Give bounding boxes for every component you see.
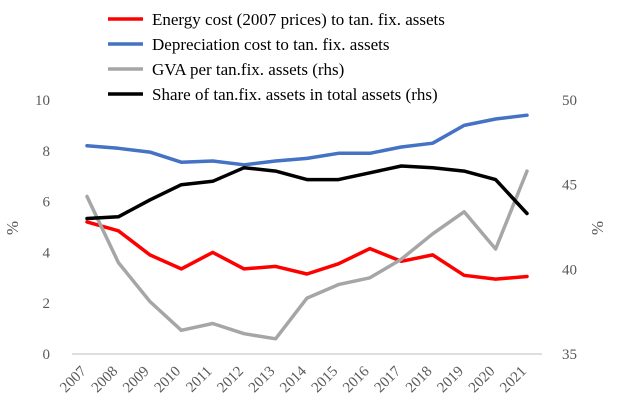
left-tick-label: 10 bbox=[35, 93, 50, 109]
x-tick-label: 2009 bbox=[120, 364, 153, 397]
right-tick-label: 45 bbox=[562, 178, 577, 194]
left-tick-label: 4 bbox=[43, 245, 51, 261]
legend-label-3: GVA per tan.fix. assets (rhs) bbox=[152, 60, 344, 79]
left-axis: 0 2 4 6 8 10 bbox=[35, 93, 51, 363]
left-tick-label: 6 bbox=[43, 195, 51, 211]
right-axis: 35 40 45 50 bbox=[562, 93, 577, 363]
x-tick-label: 2013 bbox=[246, 364, 279, 397]
x-tick-label: 2020 bbox=[466, 364, 499, 397]
x-tick-label: 2014 bbox=[277, 363, 310, 396]
legend: Energy cost (2007 prices) to tan. fix. a… bbox=[108, 10, 445, 104]
legend-label-4: Share of tan.fix. assets in total assets… bbox=[152, 85, 438, 104]
legend-label-2: Depreciation cost to tan. fix. assets bbox=[152, 35, 389, 54]
x-tick-label: 2010 bbox=[152, 364, 185, 397]
series-line-1 bbox=[85, 220, 529, 281]
x-tick-label: 2011 bbox=[183, 364, 215, 396]
series-layer bbox=[85, 113, 529, 341]
x-tick-label: 2012 bbox=[214, 364, 247, 397]
left-tick-label: 8 bbox=[43, 144, 51, 160]
x-tick-label: 2021 bbox=[497, 364, 530, 397]
series-line-3 bbox=[85, 169, 529, 341]
x-tick-label: 2017 bbox=[372, 363, 405, 396]
right-tick-label: 50 bbox=[562, 93, 577, 109]
series-line-2 bbox=[85, 113, 529, 167]
x-tick-label: 2016 bbox=[340, 363, 373, 396]
left-tick-label: 2 bbox=[43, 296, 51, 312]
legend-label-1: Energy cost (2007 prices) to tan. fix. a… bbox=[152, 10, 445, 29]
left-tick-label: 0 bbox=[43, 347, 51, 363]
series-line-4 bbox=[85, 164, 529, 221]
left-axis-title: % bbox=[3, 221, 22, 235]
right-axis-title: % bbox=[588, 221, 607, 235]
right-tick-label: 40 bbox=[562, 262, 577, 278]
right-tick-label: 35 bbox=[562, 347, 577, 363]
x-tick-label: 2015 bbox=[309, 364, 342, 397]
x-tick-label: 2018 bbox=[403, 364, 436, 397]
x-tick-label: 2007 bbox=[57, 363, 90, 396]
x-tick-label: 2019 bbox=[434, 364, 467, 397]
x-tick-label: 2008 bbox=[89, 364, 122, 397]
